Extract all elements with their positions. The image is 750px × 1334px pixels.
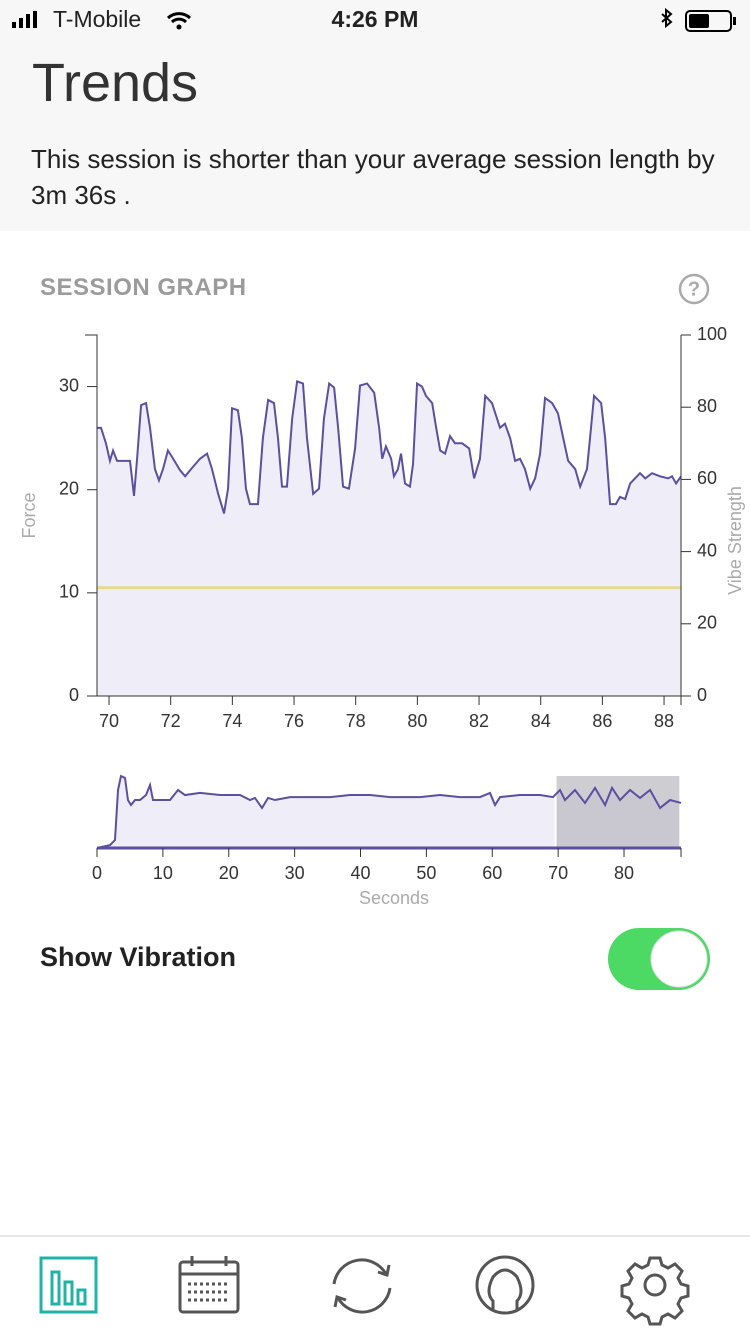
x-tick-label: 0 [92, 863, 102, 883]
y2-tick-label: 80 [697, 396, 717, 416]
y-tick-label: 10 [59, 582, 79, 602]
x-tick-label: 86 [592, 711, 612, 731]
y2-tick-label: 20 [697, 613, 717, 633]
y2-tick-label: 60 [697, 468, 717, 488]
clock: 4:26 PM [331, 6, 419, 32]
toggle[interactable] [600, 920, 720, 1000]
brush [554, 774, 682, 849]
header [0, 0, 750, 231]
tab-settings[interactable] [620, 1256, 690, 1326]
y-axis-label: Force [19, 492, 39, 538]
x-tick-label: 74 [222, 711, 242, 731]
y2-tick-label: 100 [697, 324, 727, 344]
y-tick-label: 20 [59, 478, 79, 498]
x-tick-label: 50 [416, 863, 436, 883]
svg-text:?: ? [688, 278, 700, 300]
x-tick-label: 20 [219, 863, 239, 883]
x-tick-label: 80 [407, 711, 427, 731]
x-tick-label: 72 [161, 711, 181, 731]
x-tick-label: 40 [350, 863, 370, 883]
area [97, 381, 681, 696]
status-icons [12, 7, 736, 32]
section-title: SESSION GRAPH [40, 274, 247, 301]
line [97, 380, 682, 514]
x-axis-label: Seconds [359, 888, 429, 908]
session-message: This session is shorter than your averag… [31, 144, 715, 210]
y2-tick-label: 40 [697, 540, 717, 560]
x-tick-label: 70 [548, 863, 568, 883]
toggle-label: Show Vibration [40, 942, 237, 972]
tab-calendar[interactable] [178, 1256, 240, 1314]
x-tick-label: 82 [469, 711, 489, 731]
area [97, 776, 681, 848]
line [96, 774, 682, 849]
page-title: Trends [32, 53, 199, 113]
y-axis [85, 334, 98, 696]
x-tick-label: 78 [346, 711, 366, 731]
y-tick-label: 0 [69, 685, 79, 705]
tab-trends[interactable] [39, 1256, 98, 1314]
x-tick-label: 84 [531, 711, 551, 731]
y2-tick-label: 0 [697, 685, 707, 705]
x-tick-label: 88 [654, 711, 674, 731]
toggle-knob[interactable] [650, 930, 708, 988]
y2-axis-label: Vibe Strength [725, 486, 745, 595]
y-tick-label: 30 [59, 375, 79, 395]
x-tick-label: 80 [614, 863, 634, 883]
x-tick-label: 10 [153, 863, 173, 883]
tab-bar [0, 1235, 750, 1326]
x-tick-label: 60 [482, 863, 502, 883]
help-icon[interactable]: ? [678, 273, 710, 305]
carrier: T-Mobile [53, 6, 142, 32]
x-tick-label: 30 [285, 863, 305, 883]
tab-sync[interactable] [332, 1258, 392, 1314]
tab-profile[interactable] [475, 1255, 535, 1315]
x-tick-label: 70 [99, 711, 119, 731]
x-tick-label: 76 [284, 711, 304, 731]
